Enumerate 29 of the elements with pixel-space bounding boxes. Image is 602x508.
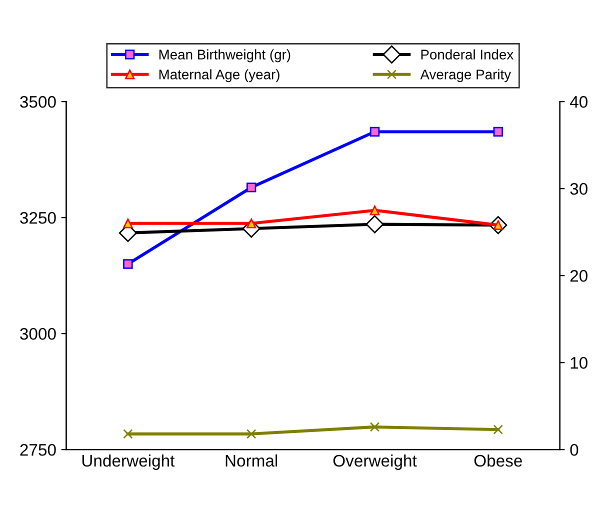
y2-tick-label: 40 — [570, 96, 588, 108]
point — [246, 218, 256, 228]
y2-tick-label: 0 — [570, 444, 578, 456]
y2-tick-label: 30 — [570, 182, 588, 195]
point — [370, 422, 380, 432]
legend-label: Mean Birthweight (gr) — [159, 49, 290, 62]
point — [370, 205, 380, 216]
x-tick-label: Obese — [474, 454, 522, 467]
y-tick-label: 2750 — [20, 444, 56, 456]
point — [370, 126, 380, 137]
y-tick-label: 3000 — [20, 328, 56, 340]
legend-label: Average Parity — [420, 69, 512, 82]
y2-tick-label: 20 — [570, 270, 588, 282]
point — [366, 215, 384, 234]
y-tick-label: 3250 — [20, 212, 56, 224]
legend-label: Maternal Age (year) — [159, 69, 280, 82]
x-tick-label: Underweight — [82, 454, 175, 470]
point — [123, 429, 133, 439]
point — [123, 218, 133, 228]
x-tick-label: Normal — [226, 454, 278, 467]
y-tick-label: 3500 — [20, 96, 56, 108]
y2-tick-label: 10 — [570, 356, 588, 369]
point — [493, 424, 504, 434]
point — [246, 182, 256, 192]
point — [123, 259, 133, 269]
legend-label: Ponderal Index — [421, 49, 514, 60]
point — [493, 126, 504, 137]
x-tick-label: Overweight — [333, 454, 417, 470]
point — [246, 429, 256, 439]
